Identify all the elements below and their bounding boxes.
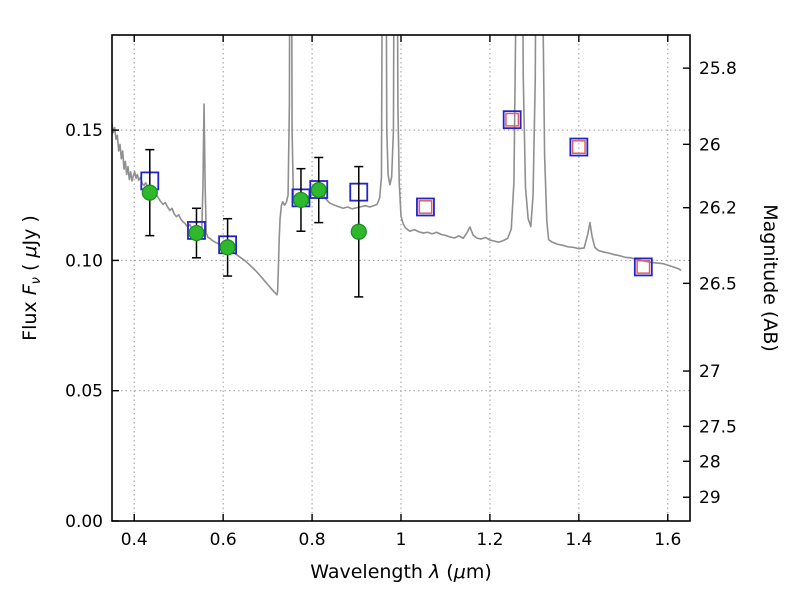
y-tick-label-magnitude: 27.5	[699, 417, 737, 437]
observed-photometry-circle	[292, 191, 310, 209]
observed-point	[141, 148, 158, 237]
y-axis-label-flux: Flux Fν ( μJy )	[19, 215, 44, 341]
plot-area	[112, 35, 682, 298]
observed-photometry-circle	[350, 223, 367, 240]
x-tick-label: 0.4	[121, 530, 148, 550]
y-tick-label-magnitude: 25.8	[699, 59, 737, 79]
y-tick-label-flux: 0.15	[65, 121, 103, 141]
y-tick-label-magnitude: 27	[699, 362, 721, 382]
observed-photometry-circle	[310, 181, 327, 199]
y-tick-label-flux: 0.10	[65, 251, 103, 271]
y-tick-label-magnitude: 28	[699, 452, 721, 472]
y-tick-label-magnitude: 29	[699, 488, 721, 508]
x-tick-label: 1.2	[476, 530, 503, 550]
x-tick-label: 1	[396, 530, 407, 550]
ir-photometry-square	[505, 112, 520, 127]
observed-photometry-circle	[219, 239, 236, 256]
model-photometry-square	[569, 137, 589, 157]
ir-photometry-square	[571, 140, 586, 155]
y-tick-label-magnitude: 26.2	[699, 199, 737, 219]
model-photometry-square	[633, 257, 653, 277]
grid	[112, 35, 690, 521]
x-tick-label: 0.6	[210, 530, 237, 550]
observed-point	[188, 207, 205, 259]
observed-photometry-circle	[188, 224, 205, 242]
y-tick-label-flux: 0.05	[65, 382, 103, 402]
observed-point	[219, 217, 236, 277]
y-tick-label-magnitude: 26.5	[699, 274, 737, 294]
y-axis-label-magnitude: Magnitude (AB)	[759, 204, 781, 352]
ir-photometry-square	[418, 200, 433, 214]
ir-photometry-square	[636, 259, 651, 274]
observed-photometry-circle	[141, 184, 158, 201]
y-tick-label-magnitude: 26	[699, 135, 721, 155]
tick-marks	[112, 35, 690, 522]
observed-point	[292, 167, 310, 232]
x-tick-label: 1.4	[565, 530, 592, 550]
observed-point	[350, 165, 367, 298]
x-tick-label: 1.6	[654, 530, 681, 550]
model-photometry-square	[416, 197, 435, 217]
x-tick-label: 0.8	[299, 530, 326, 550]
model-photometry-square	[502, 110, 522, 130]
y-tick-label-flux: 0.00	[65, 512, 103, 532]
observed-point	[310, 156, 327, 224]
x-axis-label: Wavelength λ (μm)	[310, 561, 491, 583]
